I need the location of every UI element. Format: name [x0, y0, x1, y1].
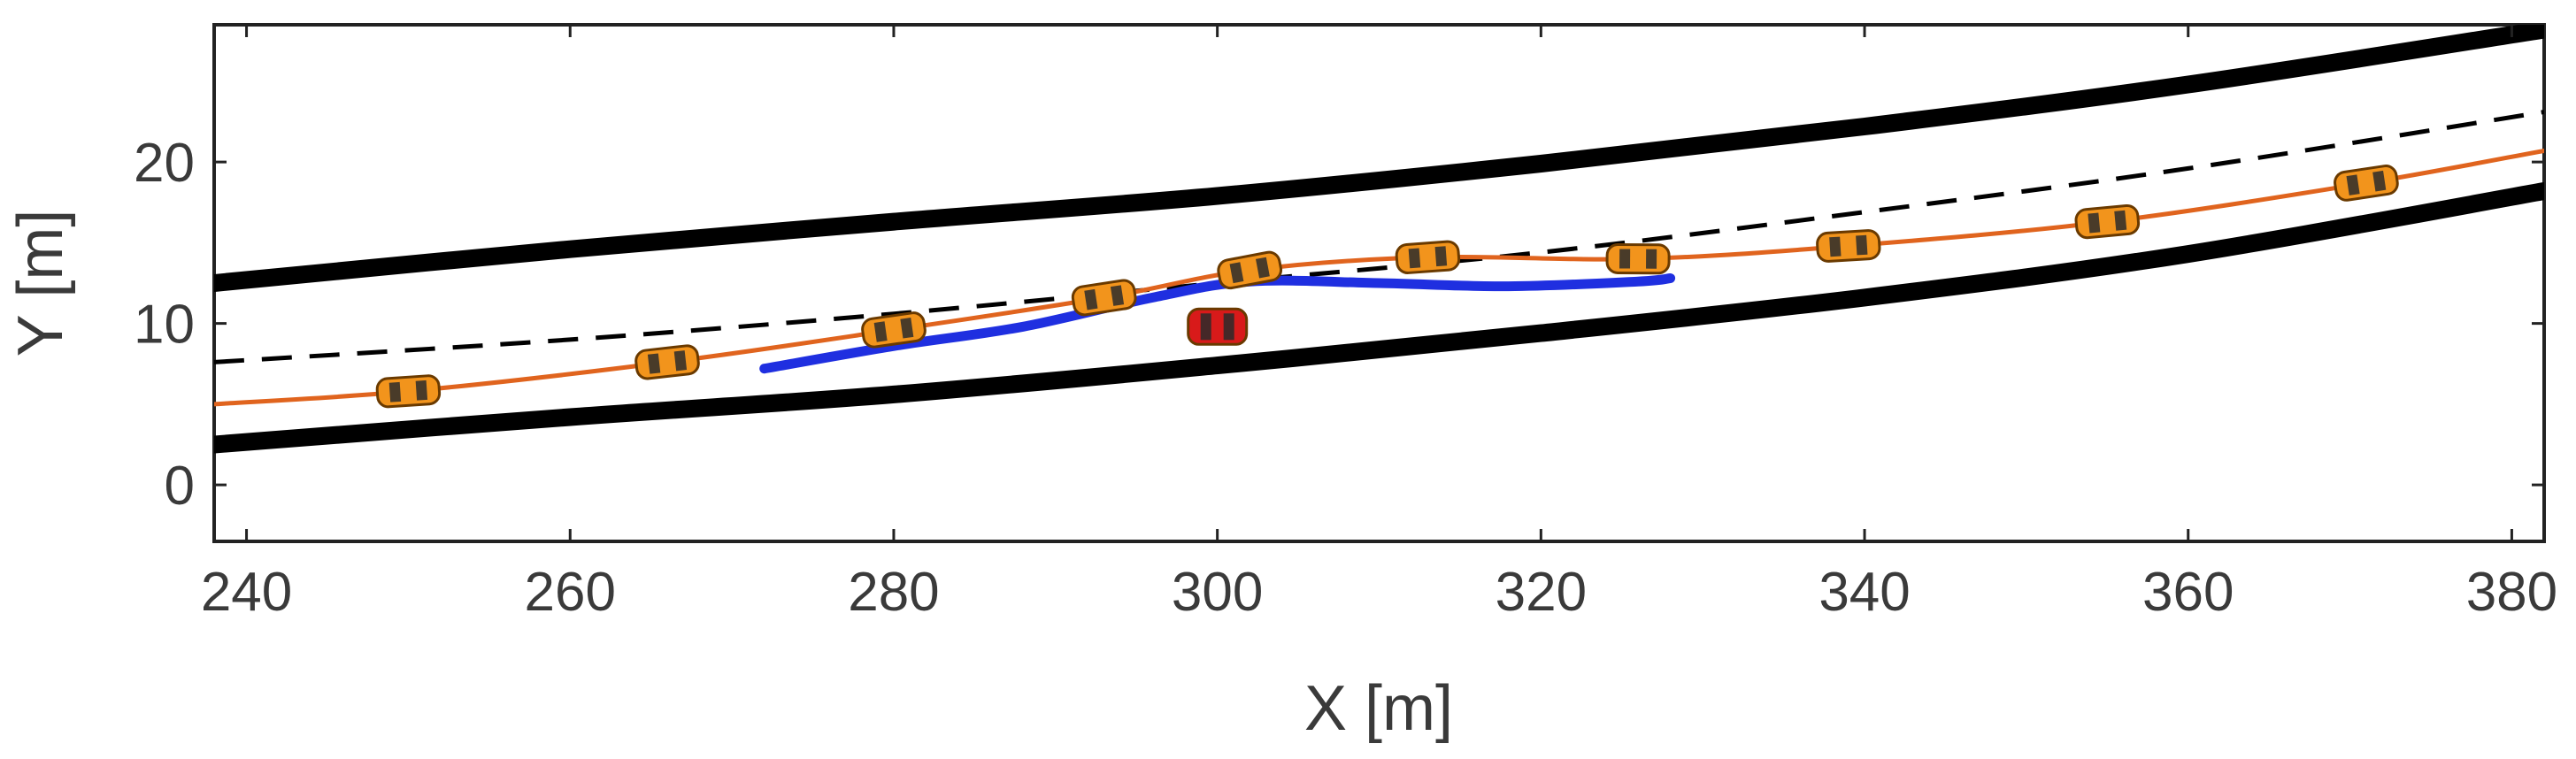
x-tick-label: 300	[1172, 562, 1263, 623]
ego-vehicle-marker	[2074, 203, 2141, 240]
ego-vehicle-marker	[1605, 242, 1671, 275]
y-axis-title: Y [m]	[5, 210, 76, 357]
x-tick-label: 240	[201, 562, 292, 623]
ego-vehicle-marker	[634, 344, 700, 380]
x-tick-label: 320	[1496, 562, 1587, 623]
series-road-lower-edge	[214, 182, 2544, 454]
y-tick-label: 20	[134, 133, 195, 194]
ego-vehicle-marker	[1816, 229, 1881, 263]
x-tick-label: 280	[848, 562, 939, 623]
x-axis-title: X [m]	[1304, 673, 1453, 744]
ego-vehicle-marker	[1217, 250, 1283, 290]
obstacle-vehicle-marker	[1187, 307, 1249, 346]
ego-vehicle-marker	[1395, 240, 1461, 274]
x-tick-label: 260	[525, 562, 616, 623]
series-lane-center-line	[214, 110, 2544, 364]
series-ego-trajectory	[214, 148, 2544, 407]
series-road-upper-edge	[214, 25, 2544, 292]
ego-vehicle-marker	[375, 374, 442, 409]
y-tick-label: 10	[134, 295, 195, 356]
ego-vehicle-marker	[861, 311, 927, 349]
y-tick-label: 0	[165, 456, 195, 517]
x-tick-label: 340	[1819, 562, 1910, 623]
x-tick-label: 380	[2466, 562, 2557, 623]
x-tick-label: 360	[2142, 562, 2234, 623]
ego-vehicle-marker	[2334, 165, 2399, 202]
ego-vehicle-marker	[1071, 279, 1137, 317]
